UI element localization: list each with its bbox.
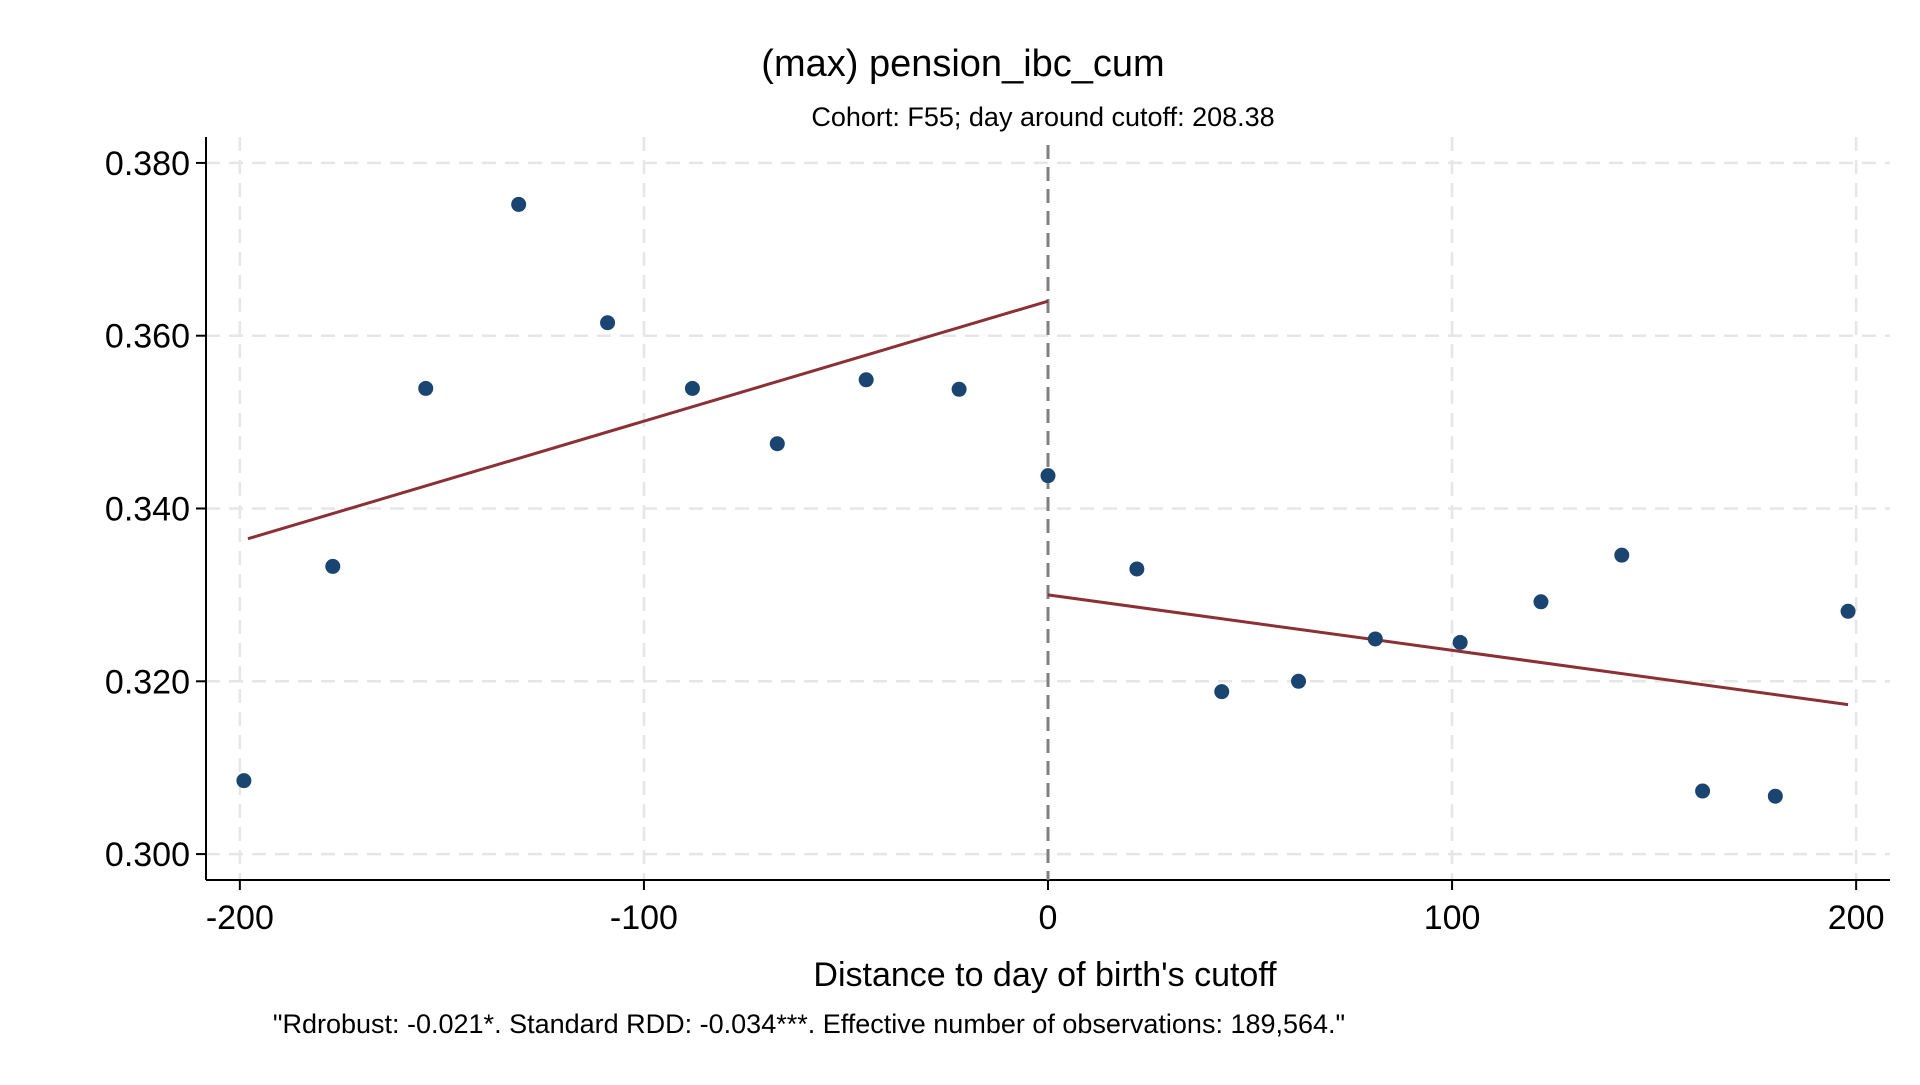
scatter-point-5	[684, 380, 700, 396]
scatter-point-19	[1840, 603, 1856, 619]
scatter-point-10	[1129, 561, 1145, 577]
fit-line-layer	[247, 145, 1849, 880]
scatter-point-8	[951, 381, 967, 397]
x-tick-label-3: 100	[1424, 899, 1481, 937]
scatter-point-3	[511, 196, 527, 212]
scatter-point-4	[600, 315, 616, 331]
scatter-point-16	[1614, 547, 1630, 563]
y-tick-label-2: 0.340	[105, 491, 190, 529]
y-tick-label-4: 0.380	[105, 145, 190, 183]
x-tick-label-0: -200	[206, 899, 274, 937]
scatter-point-12	[1291, 673, 1307, 689]
x-tick-label-1: -100	[610, 899, 678, 937]
scatter-point-9	[1040, 468, 1056, 484]
scatter-point-2	[418, 380, 434, 396]
y-tick-label-0: 0.300	[105, 836, 190, 874]
fit-line-segment-1	[1047, 593, 1849, 707]
scatter-point-13	[1367, 631, 1383, 647]
scatter-point-7	[858, 372, 874, 388]
y-tick-label-3: 0.360	[105, 318, 190, 356]
scatter-point-0	[236, 773, 252, 789]
scatter-point-15	[1533, 594, 1549, 610]
scatter-point-14	[1452, 634, 1468, 650]
axis-layer: 0.300 0.320 0.340 0.360 0.380 -200 -100 0 100 200	[105, 137, 1890, 937]
chart-title: (max) pension_ibc_cum	[761, 43, 1164, 85]
scatter-point-1	[325, 558, 341, 574]
scatter-point-11	[1214, 684, 1230, 700]
scatter-point-18	[1767, 788, 1783, 804]
x-axis-label: Distance to day of birth's cutoff	[813, 956, 1277, 994]
x-tick-label-4: 200	[1828, 899, 1885, 937]
y-tick-label-1: 0.320	[105, 663, 190, 701]
chart-note: "Rdrobust: -0.021*. Standard RDD: -0.034…	[273, 1009, 1345, 1039]
scatter-point-layer	[236, 196, 1856, 804]
chart-subtitle: Cohort: F55; day around cutoff: 208.38	[811, 102, 1274, 132]
scatter-point-6	[769, 436, 785, 452]
fit-line-segment-0	[247, 299, 1049, 541]
scatter-point-17	[1695, 783, 1711, 799]
x-tick-label-2: 0	[1039, 899, 1058, 937]
